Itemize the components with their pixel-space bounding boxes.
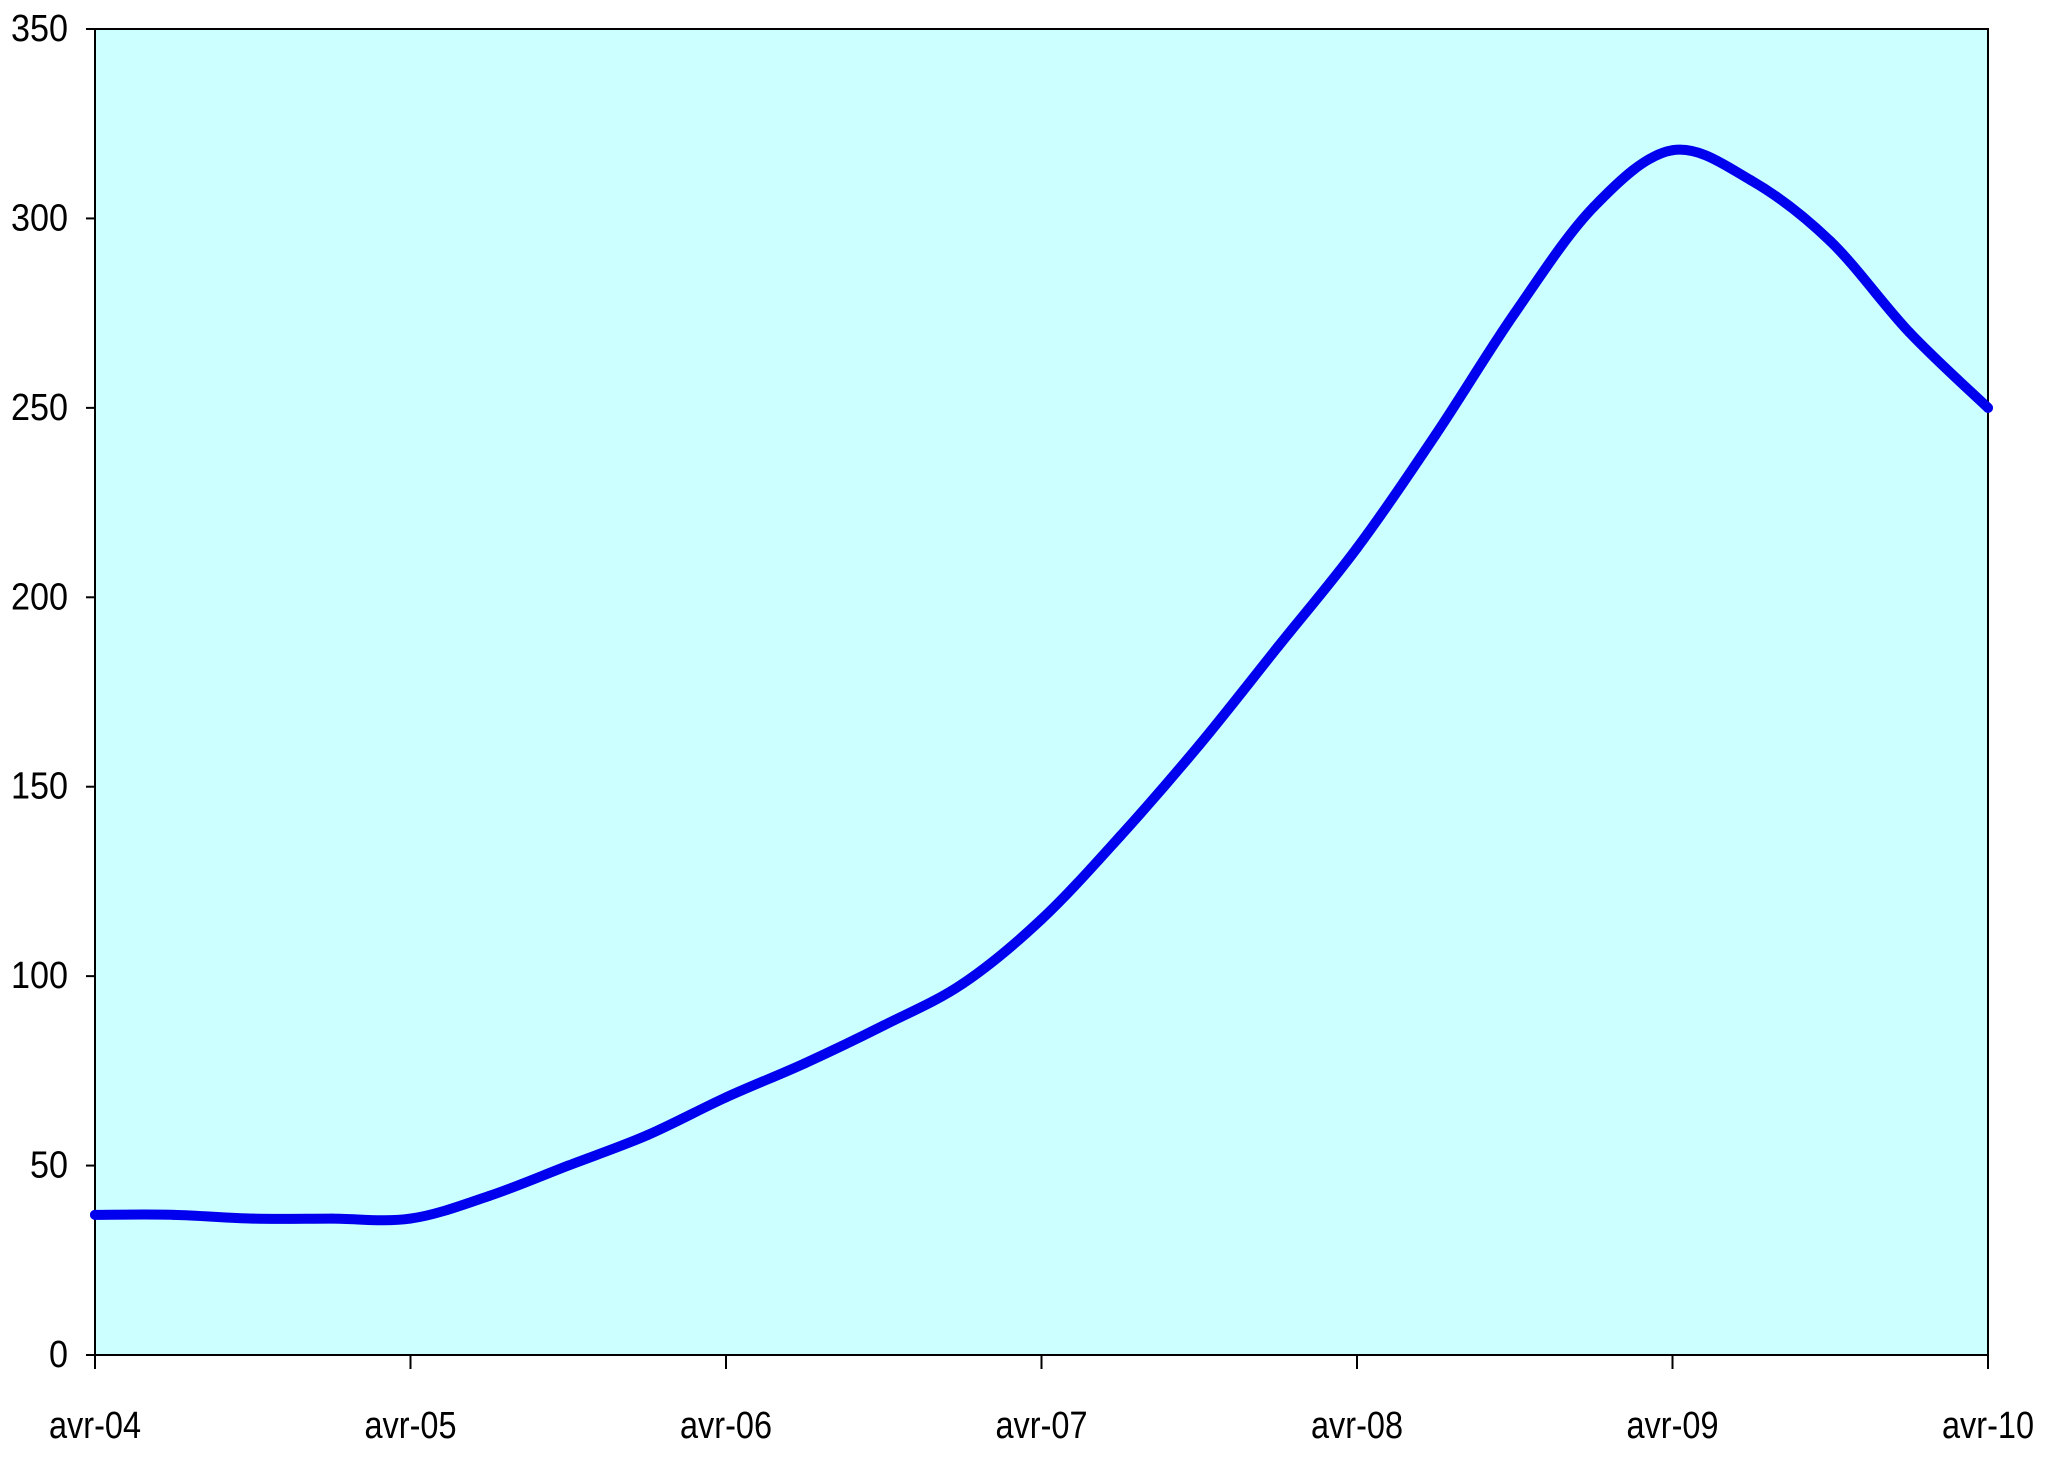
y-tick-label: 250: [11, 387, 68, 429]
data-point: [721, 1092, 731, 1103]
data-point: [326, 1213, 337, 1224]
data-point: [1746, 175, 1757, 186]
data-point: [1273, 641, 1284, 652]
x-tick-label: avr-10: [1942, 1405, 2034, 1447]
data-point: [1825, 236, 1836, 247]
y-tick-label: 150: [11, 766, 68, 808]
data-point: [1194, 740, 1205, 751]
y-tick-label: 350: [11, 8, 68, 50]
data-point: [405, 1213, 416, 1224]
data-point: [168, 1209, 179, 1220]
y-tick-label: 300: [11, 197, 68, 239]
data-point: [1983, 402, 1993, 413]
y-tick-label: 100: [11, 955, 68, 997]
data-point: [247, 1213, 258, 1224]
y-tick-label: 50: [30, 1145, 68, 1187]
data-point: [1667, 145, 1678, 156]
x-tick-label: avr-06: [680, 1405, 772, 1447]
y-tick-label: 0: [49, 1334, 68, 1376]
data-point: [799, 1058, 810, 1069]
y-tick-label: 200: [11, 576, 68, 618]
x-tick-label: avr-07: [996, 1405, 1088, 1447]
data-point: [1904, 327, 1915, 338]
data-point: [90, 1209, 100, 1220]
data-point: [642, 1130, 653, 1141]
x-tick-label: avr-08: [1311, 1405, 1403, 1447]
data-point: [878, 1020, 889, 1031]
data-point: [484, 1190, 495, 1201]
data-point: [1588, 202, 1599, 213]
data-point: [1352, 543, 1362, 554]
x-axis: avr-04 avr-05 avr-06 avr-07 avr-08 avr-09 avr-…: [49, 1354, 2034, 1447]
data-point: [1115, 830, 1126, 841]
data-point: [563, 1160, 574, 1171]
x-tick-label: avr-09: [1627, 1405, 1719, 1447]
data-point: [957, 978, 968, 989]
x-tick-label: avr-05: [365, 1405, 457, 1447]
data-point: [1509, 308, 1520, 319]
plot-area: [94, 28, 1989, 1356]
x-tick-label: avr-04: [49, 1405, 141, 1447]
data-point: [1036, 914, 1047, 925]
series-points: [90, 145, 1993, 1224]
data-point: [1430, 429, 1441, 440]
y-axis: 0 50 100 150 200 250 300 350: [11, 8, 96, 1376]
